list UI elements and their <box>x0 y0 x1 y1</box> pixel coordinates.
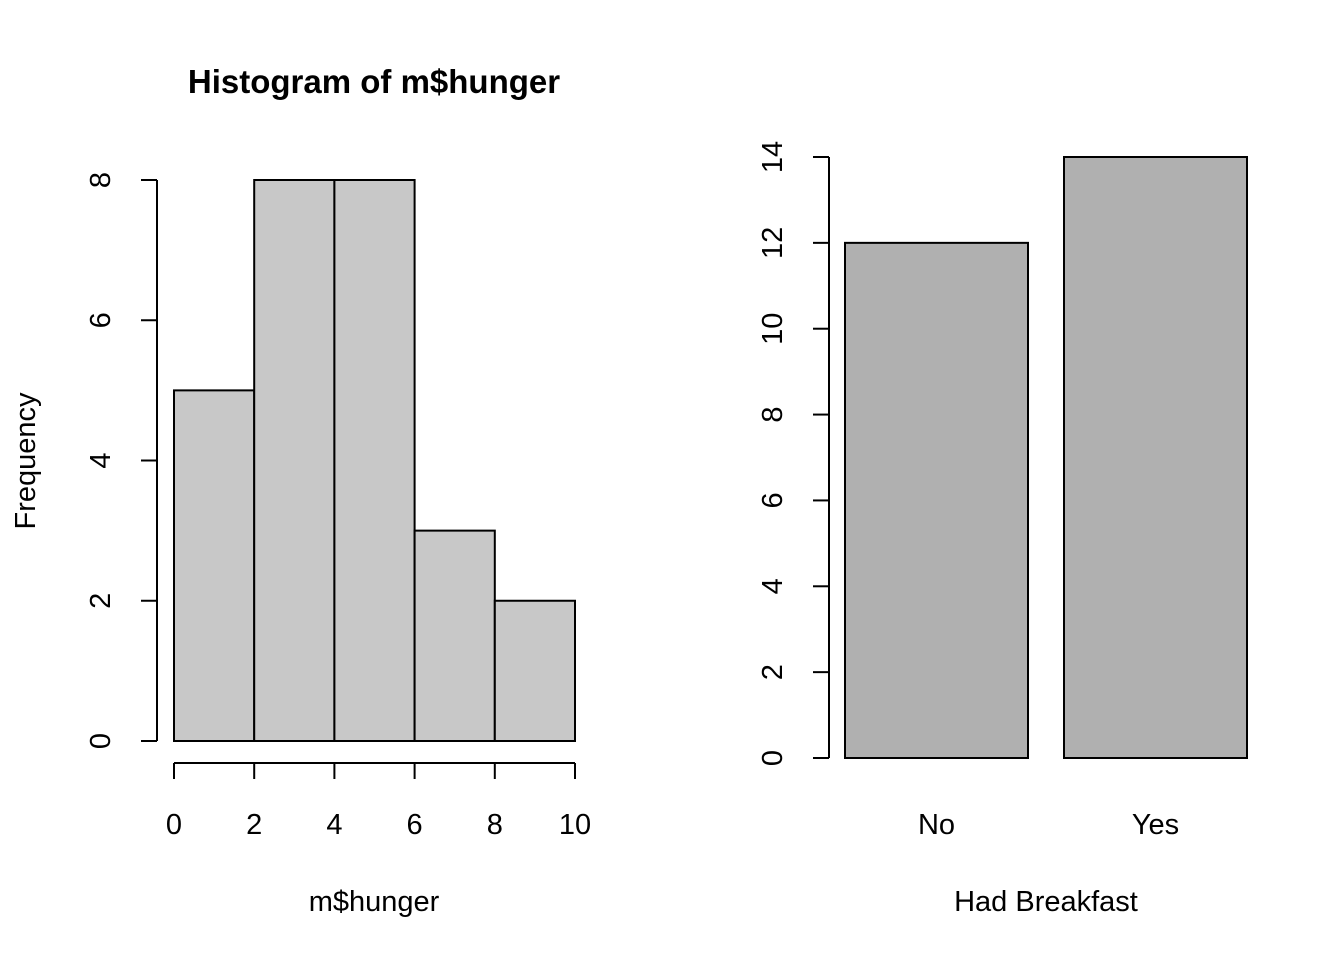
histogram-y-tick-label: 8 <box>85 172 117 188</box>
histogram-panel: Histogram of m$hunger m$hunger Frequency… <box>10 63 591 918</box>
histogram-y-tick-label: 4 <box>85 452 117 468</box>
barplot-category-label: No <box>918 809 955 841</box>
barplot-category-label: Yes <box>1132 809 1179 841</box>
barplot-y-tick-label: 12 <box>757 227 789 259</box>
barplot-y-tick-label: 6 <box>757 492 789 508</box>
barplot-panel: Had Breakfast 0 2 4 6 8 10 12 14 No Yes <box>757 141 1248 918</box>
histogram-bar-2-4 <box>253 179 336 742</box>
histogram-y-tick-label: 6 <box>85 312 117 328</box>
barplot-y-tick-label: 8 <box>757 407 789 423</box>
barplot-x-axis-label: Had Breakfast <box>954 886 1138 918</box>
histogram-y-axis-label: Frequency <box>10 392 42 530</box>
barplot-bar-yes <box>1063 156 1248 759</box>
histogram-title: Histogram of m$hunger <box>188 63 560 100</box>
histogram-x-tick-label: 2 <box>246 809 262 841</box>
barplot-y-tick-label: 14 <box>757 141 789 173</box>
histogram-y-tick-label: 2 <box>85 593 117 609</box>
barplot-y-tick-label: 10 <box>757 313 789 345</box>
histogram-bar-0-2 <box>173 389 256 742</box>
barplot-y-axis: 0 2 4 6 8 10 12 14 <box>757 141 830 766</box>
barplot-category-labels: No Yes <box>918 809 1179 841</box>
histogram-y-tick-label: 0 <box>85 733 117 749</box>
histogram-bar-4-6 <box>333 179 416 742</box>
histogram-x-tick-label: 6 <box>407 809 423 841</box>
histogram-x-tick-label: 10 <box>559 809 591 841</box>
histogram-x-tick-label: 8 <box>487 809 503 841</box>
barplot-bars <box>844 156 1248 760</box>
barplot-y-tick-label: 0 <box>757 750 789 766</box>
histogram-x-axis: 0 2 4 6 8 10 <box>166 762 591 841</box>
histogram-y-axis: 0 2 4 6 8 <box>85 172 158 749</box>
barplot-y-tick-label: 4 <box>757 578 789 594</box>
histogram-bar-8-10 <box>493 599 576 742</box>
histogram-x-tick-label: 0 <box>166 809 182 841</box>
histogram-bar-6-8 <box>413 529 496 742</box>
barplot-bar-no <box>844 241 1029 760</box>
barplot-y-tick-label: 2 <box>757 664 789 680</box>
histogram-x-axis-label: m$hunger <box>309 886 440 918</box>
histogram-x-tick-label: 4 <box>326 809 342 841</box>
histogram-bars <box>173 179 576 742</box>
